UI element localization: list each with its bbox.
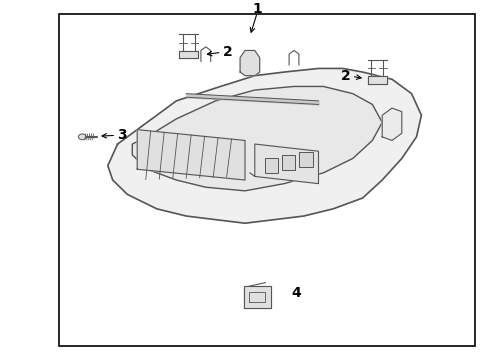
Polygon shape bbox=[382, 108, 402, 140]
Bar bbox=[282, 155, 295, 170]
Text: 3: 3 bbox=[118, 128, 127, 142]
Bar bbox=[59, 14, 475, 346]
Bar bbox=[265, 158, 278, 173]
Text: 1: 1 bbox=[252, 2, 262, 16]
Polygon shape bbox=[137, 130, 245, 180]
Polygon shape bbox=[179, 51, 198, 58]
Text: 4: 4 bbox=[292, 287, 301, 300]
Polygon shape bbox=[244, 286, 270, 308]
Circle shape bbox=[78, 134, 86, 140]
Polygon shape bbox=[240, 50, 260, 76]
Bar bbox=[299, 152, 313, 167]
Text: 2: 2 bbox=[341, 69, 350, 83]
Polygon shape bbox=[108, 68, 421, 223]
Polygon shape bbox=[255, 144, 318, 184]
Polygon shape bbox=[368, 76, 387, 84]
Text: 2: 2 bbox=[223, 45, 233, 59]
Polygon shape bbox=[132, 86, 382, 191]
